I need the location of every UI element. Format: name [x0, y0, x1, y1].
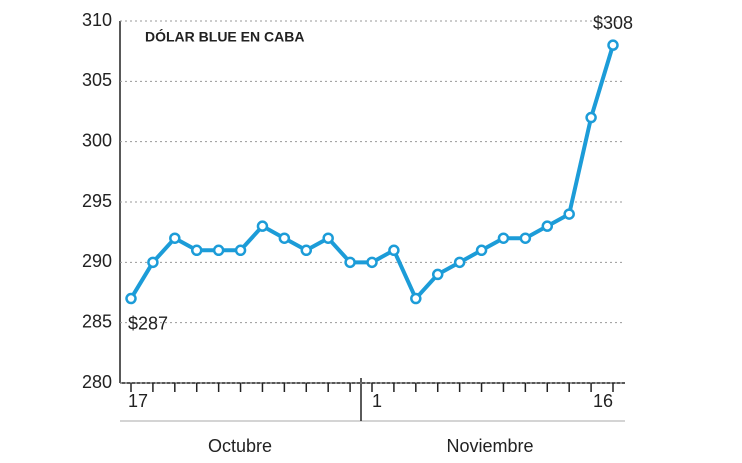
point [212, 244, 225, 257]
point [519, 232, 532, 244]
point [278, 232, 291, 244]
point [147, 256, 159, 269]
y-tick-label: 300 [82, 130, 112, 150]
y-tick-label: 285 [82, 311, 112, 331]
point [169, 232, 181, 244]
point [431, 268, 444, 281]
point [388, 244, 400, 257]
point [541, 220, 554, 232]
point [585, 111, 597, 124]
point [607, 39, 619, 51]
month-label: Octubre [208, 436, 272, 456]
point [125, 292, 137, 305]
value-label: $308 [593, 13, 633, 33]
x-tick-label: 1 [372, 391, 382, 411]
y-tick-label: 280 [82, 372, 112, 392]
point [190, 244, 203, 257]
chart-title: DÓLAR BLUE EN CABA [145, 28, 304, 45]
y-tick-label: 295 [82, 191, 112, 211]
value-label: $287 [128, 313, 168, 333]
point [475, 244, 488, 257]
month-label: Noviembre [446, 436, 533, 456]
point [234, 244, 247, 257]
y-tick-label: 290 [82, 251, 112, 271]
point [300, 244, 313, 257]
point [453, 256, 466, 269]
point [322, 232, 334, 244]
point [497, 232, 510, 244]
x-tick-label: 16 [593, 391, 613, 411]
point [256, 220, 269, 232]
x-tick-label: 17 [128, 391, 148, 411]
point [410, 292, 422, 305]
point [344, 256, 356, 269]
point [563, 208, 575, 220]
y-tick-label: 305 [82, 70, 112, 90]
point [366, 256, 378, 269]
y-tick-label: 310 [82, 10, 112, 30]
